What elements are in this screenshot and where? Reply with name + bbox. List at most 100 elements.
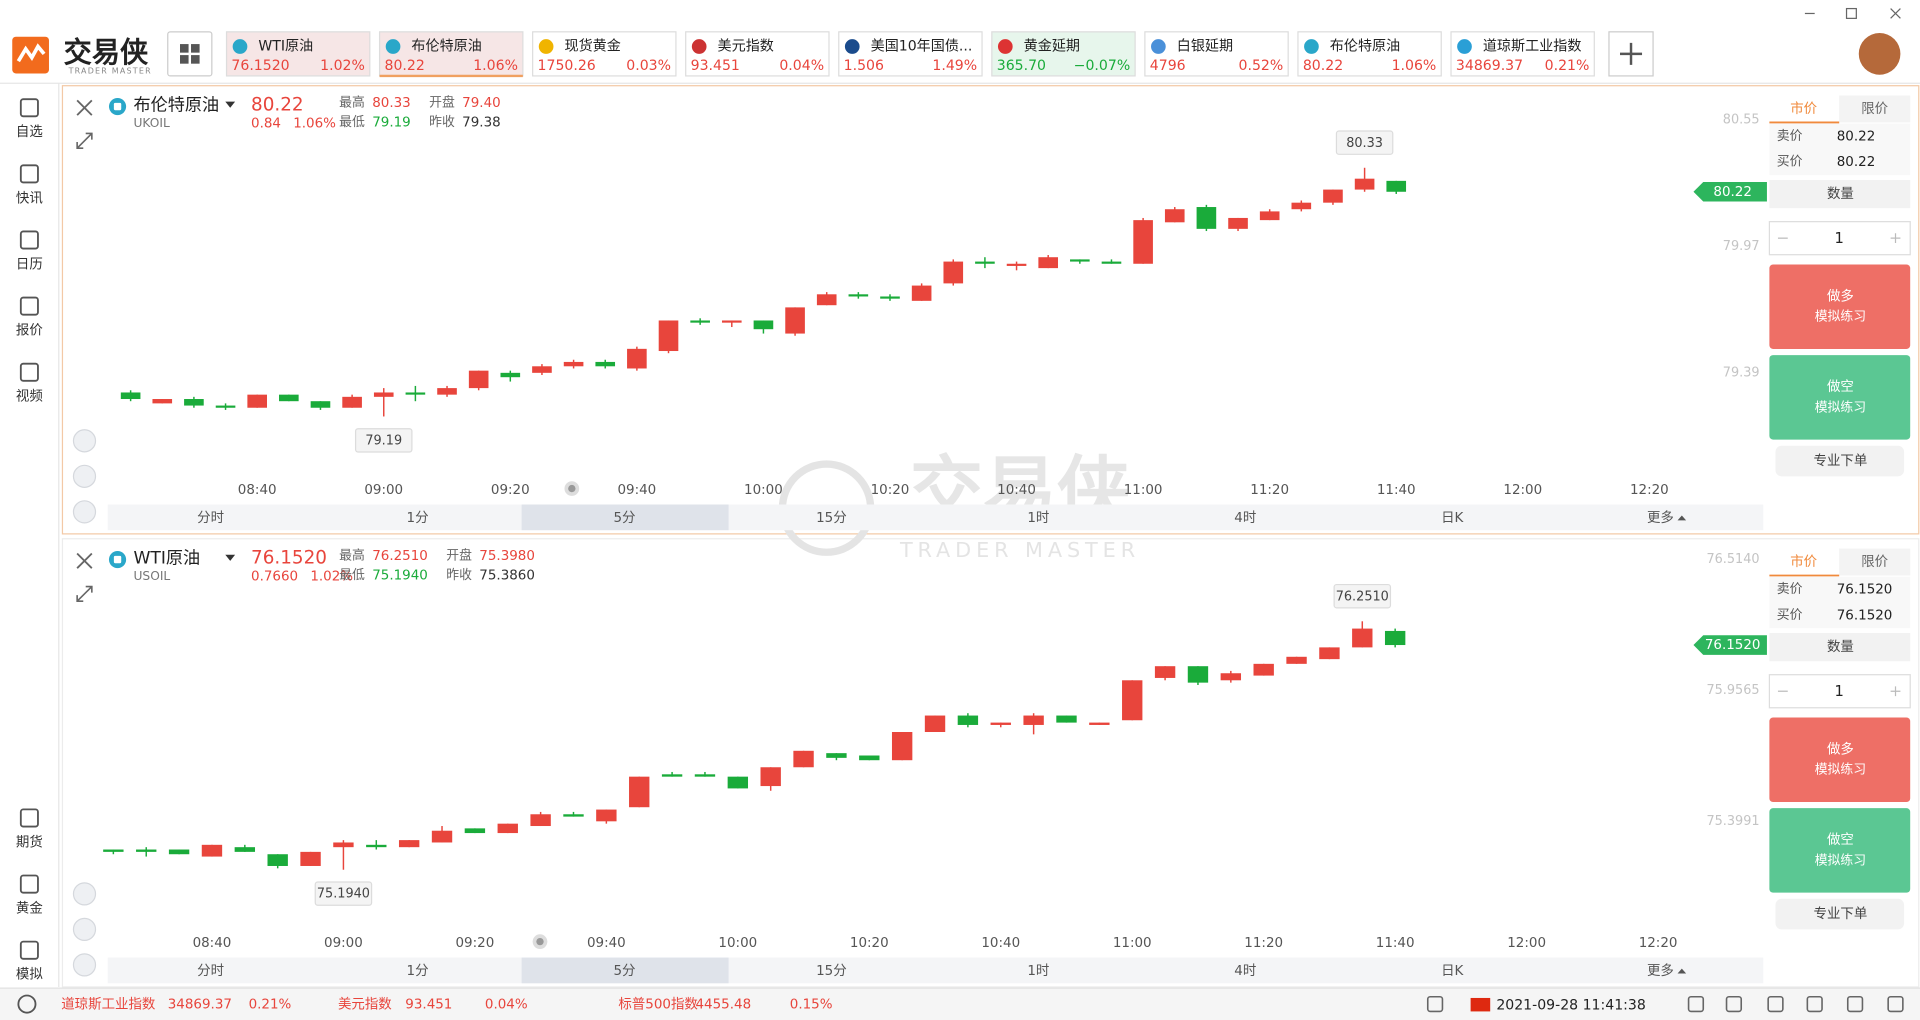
candle-body <box>1089 722 1110 725</box>
candle-body <box>721 320 742 323</box>
quote-tab[interactable]: WTI原油 76.1520 1.02% <box>225 31 371 77</box>
sidebar-item[interactable]: 视频 <box>16 362 43 405</box>
quote-tab[interactable]: 布伦特原油 80.22 1.06% <box>378 31 524 78</box>
quote-tab[interactable]: 道琼斯工业指数 34869.37 0.21% <box>1450 31 1595 77</box>
status-icon[interactable] <box>1806 995 1823 1013</box>
candle-body <box>1196 207 1217 229</box>
support-icon[interactable] <box>17 994 37 1014</box>
order-price-row <box>1769 576 1911 603</box>
quote-tab-name: 美国10年国债... <box>871 39 973 55</box>
qty-plus[interactable] <box>1890 233 1901 244</box>
qty-label: 数量 <box>1827 639 1854 655</box>
quote-tab[interactable]: 布伦特原油 80.22 1.06% <box>1297 31 1442 77</box>
order-tab-market[interactable] <box>1769 95 1840 123</box>
timeframe-tab[interactable]: 5分 <box>521 957 729 984</box>
stat-value: 80.33 <box>372 96 411 111</box>
close-chart[interactable] <box>76 99 93 116</box>
status-icon[interactable] <box>1426 995 1444 1013</box>
timeframe-tab[interactable]: 分时 <box>197 963 224 979</box>
qty-input[interactable] <box>1768 674 1911 709</box>
window-close[interactable] <box>1890 8 1901 19</box>
symbol-dropdown[interactable] <box>225 101 236 108</box>
status-icon[interactable] <box>1846 995 1864 1013</box>
chart-tool[interactable] <box>72 429 97 453</box>
qty-plus[interactable] <box>1890 686 1901 697</box>
status-icon[interactable] <box>1725 995 1743 1013</box>
sidebar-item[interactable]: 期货 <box>16 808 43 850</box>
x-tick-label: 12:00 <box>1503 483 1542 498</box>
timeframe-tab[interactable]: 4时 <box>1234 510 1256 526</box>
timeframe-tab[interactable]: 15分 <box>816 510 847 526</box>
add-tab-button[interactable] <box>1608 31 1654 77</box>
expand-chart[interactable] <box>76 132 93 149</box>
candle-body <box>103 849 124 852</box>
timeframe-tab[interactable]: 1时 <box>1027 963 1049 979</box>
pro-order-button[interactable]: 专业下单 <box>1775 898 1905 930</box>
sidebar-item[interactable]: 黄金 <box>16 874 43 917</box>
order-tab-limit[interactable] <box>1839 95 1911 123</box>
timeframe-label: 5分 <box>613 510 635 526</box>
quote-tab-change: 0.04% <box>779 58 824 74</box>
quote-tab[interactable]: 白银延期 4796 0.52% <box>1144 31 1289 77</box>
sidebar-item[interactable]: 报价 <box>16 296 43 339</box>
status-icon[interactable] <box>1687 995 1705 1013</box>
timeframe-tab[interactable]: 1分 <box>407 510 429 526</box>
chart-tool[interactable] <box>72 882 97 906</box>
sidebar-icon <box>19 940 39 960</box>
status-quote-change: 0.04% <box>485 998 528 1013</box>
x-tick-label: 10:00 <box>718 936 757 951</box>
quote-tab[interactable]: 现货黄金 1750.26 0.03% <box>532 31 677 77</box>
chart-tool[interactable] <box>72 917 97 942</box>
x-tick-label: 11:00 <box>1113 936 1152 951</box>
chart-tool[interactable] <box>72 953 97 977</box>
candle-body <box>1133 220 1153 264</box>
symbol-dropdown[interactable] <box>225 554 236 561</box>
chart-tool[interactable] <box>72 464 97 488</box>
timeframe-tab[interactable]: 1时 <box>1027 510 1049 526</box>
pro-order-bg <box>1775 898 1905 930</box>
candle-body <box>1253 663 1274 676</box>
quote-tab[interactable]: 美元指数 93.451 0.04% <box>685 31 830 77</box>
symbol-name: 布伦特原油 <box>133 95 219 115</box>
window-restore[interactable] <box>1845 7 1857 19</box>
status-icon[interactable] <box>1887 995 1904 1013</box>
chart-tool[interactable] <box>72 500 97 524</box>
status-icon[interactable] <box>1767 995 1784 1013</box>
expand-chart[interactable] <box>76 585 93 603</box>
quote-tab-price: 80.22 <box>1303 58 1343 74</box>
timeframe-tab[interactable]: 更多 <box>1647 962 1687 979</box>
pro-order-button[interactable]: 专业下单 <box>1775 445 1905 477</box>
candle-body <box>152 399 173 404</box>
order-tab-market[interactable] <box>1769 548 1840 576</box>
timeframe-tab[interactable]: 15分 <box>816 963 847 979</box>
timeframe-tab[interactable]: 4时 <box>1234 963 1256 979</box>
sidebar-item[interactable]: 日历 <box>16 230 43 272</box>
status-quote[interactable]: 美元指数 93.451 0.04% <box>338 997 528 1013</box>
timeframe-tab[interactable]: 1分 <box>407 963 429 979</box>
timeframe-tab[interactable]: 日K <box>1441 964 1464 979</box>
sidebar-label: 日历 <box>16 257 43 272</box>
qty-input[interactable] <box>1768 221 1911 256</box>
y-tick-label: 75.3991 <box>1706 814 1759 829</box>
layout-button[interactable] <box>167 31 213 77</box>
extreme-label-box <box>354 428 413 453</box>
close-chart[interactable] <box>76 552 93 569</box>
sidebar-item[interactable]: 模拟 <box>16 940 43 983</box>
timeframe-tab[interactable]: 分时 <box>197 510 224 526</box>
quote-tab[interactable]: 美国10年国债... 1.506 1.49% <box>838 31 983 77</box>
sidebar-item[interactable]: 快讯 <box>16 164 43 206</box>
timeframe-tab[interactable]: 5分 <box>521 504 729 531</box>
timeframe-tab[interactable]: 日K <box>1441 511 1464 526</box>
sidebar-item[interactable]: 自选 <box>16 98 43 140</box>
order-tab-limit[interactable] <box>1839 548 1911 576</box>
avatar[interactable] <box>1858 33 1901 75</box>
quote-tab-change: 0.21% <box>1545 58 1590 74</box>
quote-tab[interactable]: 黄金延期 365.70 −0.07% <box>991 31 1136 77</box>
status-quote[interactable]: 道琼斯工业指数 34869.37 0.21% <box>61 997 291 1013</box>
timeframe-tab[interactable]: 更多 <box>1647 509 1687 526</box>
